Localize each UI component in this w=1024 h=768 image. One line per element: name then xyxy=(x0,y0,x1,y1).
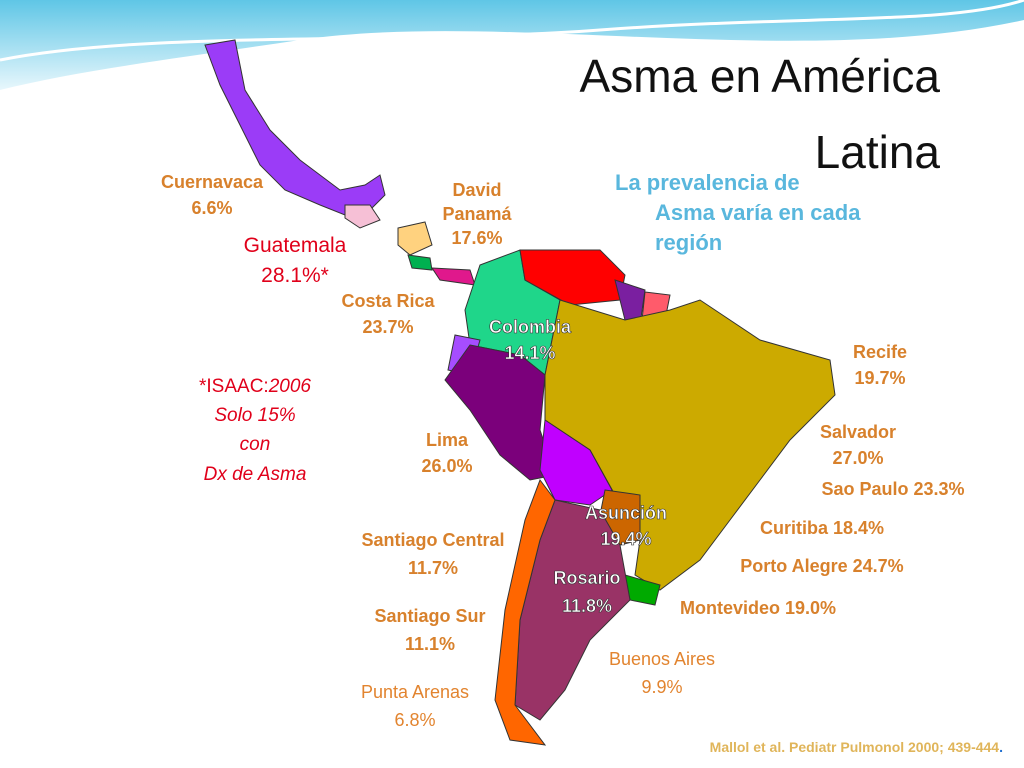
region-label: Costa Rica xyxy=(341,291,435,311)
region-label: 27.0% xyxy=(832,448,883,468)
title: Latina xyxy=(815,126,941,178)
note: con xyxy=(240,434,271,455)
region-label: Lima xyxy=(426,430,469,450)
region-label: 28.1%* xyxy=(261,264,329,287)
region-label: Montevideo 19.0% xyxy=(680,598,836,618)
region-label: 11.1% xyxy=(405,634,455,654)
region-label: Buenos Aires xyxy=(609,649,715,669)
nicaragua xyxy=(397,221,433,256)
region-label: Recife xyxy=(853,342,907,362)
region-label: Panamá xyxy=(442,204,512,224)
region-label: Curitiba 18.4% xyxy=(760,518,884,538)
region-label: Rosario xyxy=(553,568,620,588)
note: Solo 15% xyxy=(214,405,295,426)
region-label: 11.8% xyxy=(562,596,612,616)
region-label: 19.4% xyxy=(600,529,651,549)
note: *ISAAC:2006 xyxy=(199,376,311,397)
panama xyxy=(431,267,476,286)
costa-rica xyxy=(407,254,433,271)
region-label: Porto Alegre 24.7% xyxy=(740,556,903,576)
region-label: 6.6% xyxy=(191,198,232,218)
region-label: Salvador xyxy=(820,422,896,442)
subtitle: región xyxy=(655,230,722,255)
region-label: 6.8% xyxy=(394,710,435,730)
region-label: Guatemala xyxy=(244,234,347,257)
region-label: Sao Paulo 23.3% xyxy=(821,479,964,499)
region-label: 26.0% xyxy=(421,456,472,476)
bolivia xyxy=(539,419,613,506)
citation-end: . xyxy=(999,739,1003,755)
region-label: Santiago Central xyxy=(361,530,504,550)
map xyxy=(204,39,836,746)
region-label: Colombia xyxy=(489,317,572,337)
title: Asma en América xyxy=(580,50,941,102)
peru xyxy=(444,344,556,481)
region-label: Cuernavaca xyxy=(161,172,264,192)
subtitle: Asma varía en cada xyxy=(655,200,861,225)
region-label: Santiago Sur xyxy=(374,606,485,626)
swoosh-line xyxy=(0,0,1024,62)
region-label: 19.7% xyxy=(854,368,905,388)
mexico xyxy=(204,39,386,216)
region-label: Asunción xyxy=(585,503,667,523)
region-label: 14.1% xyxy=(504,343,555,363)
guatemala xyxy=(344,204,381,229)
region-label: David xyxy=(452,180,501,200)
note: Dx de Asma xyxy=(204,464,307,485)
chile xyxy=(494,478,556,746)
region-label: 23.7% xyxy=(362,317,413,337)
citation-text: Mallol et al. Pediatr Pulmonol 2000; 439… xyxy=(710,739,1000,755)
region-label: Punta Arenas xyxy=(361,682,469,702)
note-text: 2006 xyxy=(268,376,312,397)
citation: Mallol et al. Pediatr Pulmonol 2000; 439… xyxy=(710,739,1003,755)
subtitle: La prevalencia de xyxy=(615,170,800,195)
region-label: 11.7% xyxy=(408,558,458,578)
region-label: 17.6% xyxy=(451,228,502,248)
labels: Cuernavaca 6.6% David Panamá 17.6% Guatemala 2… xyxy=(161,172,965,730)
note-text: *ISAAC: xyxy=(199,376,269,397)
region-label: 9.9% xyxy=(641,677,682,697)
